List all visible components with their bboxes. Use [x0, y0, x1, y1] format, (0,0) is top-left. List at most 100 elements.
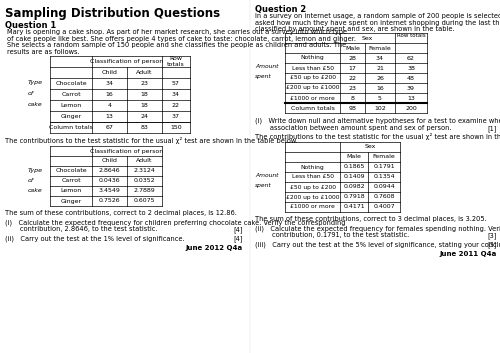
Text: 83: 83: [140, 125, 148, 130]
Text: Lemon: Lemon: [60, 103, 82, 108]
Text: 17: 17: [348, 66, 356, 71]
Text: Ginger: Ginger: [60, 114, 82, 119]
Text: The contributions to the test statistic for the usual χ² test are shown in the t: The contributions to the test statistic …: [5, 137, 298, 144]
Text: The sum of these contributions, correct to 3 decimal places, is 3.205.: The sum of these contributions, correct …: [255, 216, 487, 222]
Text: [3]: [3]: [488, 232, 497, 239]
Text: Chocolate: Chocolate: [55, 81, 87, 86]
Text: Child: Child: [102, 70, 117, 75]
Text: of: of: [28, 178, 34, 183]
Text: 28: 28: [348, 55, 356, 60]
Text: contribution, 0.1791, to the test statistic.: contribution, 0.1791, to the test statis…: [255, 232, 409, 238]
Text: 13: 13: [407, 96, 415, 101]
Text: Adult: Adult: [136, 158, 152, 163]
Text: Type: Type: [28, 168, 43, 173]
Text: totals: totals: [167, 62, 185, 67]
Text: 24: 24: [140, 114, 148, 119]
Text: Sex: Sex: [362, 36, 373, 41]
Text: 57: 57: [172, 81, 180, 86]
Text: Male: Male: [346, 155, 362, 160]
Text: Sex: Sex: [364, 144, 376, 150]
Text: Nothing: Nothing: [300, 164, 324, 169]
Text: 23: 23: [140, 81, 148, 86]
Text: Column totals: Column totals: [49, 125, 93, 130]
Text: Classification of person: Classification of person: [90, 59, 164, 64]
Text: Column totals: Column totals: [290, 106, 335, 110]
Text: 3.4549: 3.4549: [98, 189, 120, 193]
Text: In a survey on internet usage, a random sample of 200 people is selected.  The p: In a survey on internet usage, a random …: [255, 13, 500, 19]
Text: of: of: [28, 91, 34, 96]
Text: 18: 18: [140, 92, 148, 97]
Text: Carrot: Carrot: [61, 179, 81, 184]
Text: 26: 26: [376, 76, 384, 80]
Text: 0.0944: 0.0944: [373, 185, 395, 190]
Text: spent: spent: [255, 74, 272, 79]
Text: 39: 39: [407, 85, 415, 90]
Text: 34: 34: [106, 81, 114, 86]
Text: Chocolate: Chocolate: [55, 168, 87, 174]
Text: Amount: Amount: [255, 173, 278, 178]
Text: Female: Female: [372, 155, 396, 160]
Text: 0.0436: 0.0436: [98, 179, 120, 184]
Text: 150: 150: [170, 125, 182, 130]
Text: of cake people like best. She offers people 4 types of cake to taste: chocolate,: of cake people like best. She offers peo…: [7, 36, 356, 42]
Text: She selects a random sample of 150 people and she classifies the people as child: She selects a random sample of 150 peopl…: [7, 42, 346, 48]
Text: 48: 48: [407, 76, 415, 80]
Text: 34: 34: [172, 92, 180, 97]
Text: Lemon: Lemon: [60, 189, 82, 193]
Text: 38: 38: [407, 66, 415, 71]
Text: classified by amount spent and sex, are shown in the table.: classified by amount spent and sex, are …: [255, 26, 454, 32]
Text: 0.0352: 0.0352: [134, 179, 156, 184]
Text: 62: 62: [407, 55, 415, 60]
Text: 102: 102: [374, 106, 386, 110]
Text: Amount: Amount: [255, 64, 278, 69]
Text: 5: 5: [378, 96, 382, 101]
Text: 16: 16: [106, 92, 114, 97]
Text: June 2011 Q4a: June 2011 Q4a: [440, 251, 497, 257]
Text: Sampling Distribution Questions: Sampling Distribution Questions: [5, 7, 220, 20]
Text: (i)   Write down null and alternative hypotheses for a test to examine whether t: (i) Write down null and alternative hypo…: [255, 118, 500, 125]
Text: Less than £50: Less than £50: [292, 174, 334, 179]
Text: [1]: [1]: [488, 125, 497, 132]
Text: 8: 8: [350, 96, 354, 101]
Text: 0.1409: 0.1409: [343, 174, 365, 179]
Text: 0.4171: 0.4171: [343, 204, 365, 209]
Text: cake: cake: [28, 188, 43, 193]
Text: 2.3124: 2.3124: [134, 168, 156, 174]
Text: 18: 18: [140, 103, 148, 108]
Text: 0.1354: 0.1354: [373, 174, 395, 179]
Text: 13: 13: [106, 114, 114, 119]
Text: association between amount spent and sex of person.: association between amount spent and sex…: [255, 125, 452, 131]
Text: 2.7889: 2.7889: [134, 189, 156, 193]
Text: Row: Row: [170, 56, 182, 61]
Text: Male: Male: [345, 46, 360, 50]
Text: Carrot: Carrot: [61, 92, 81, 97]
Text: 0.1865: 0.1865: [344, 164, 364, 169]
Text: 0.0982: 0.0982: [343, 185, 365, 190]
Text: £50 up to £200: £50 up to £200: [290, 185, 336, 190]
Text: Type: Type: [28, 80, 43, 85]
Text: [4]: [4]: [234, 226, 243, 233]
Text: £200 up to £1000: £200 up to £1000: [286, 85, 339, 90]
Text: £1000 or more: £1000 or more: [290, 96, 335, 101]
Text: June 2012 Q4a: June 2012 Q4a: [186, 245, 243, 251]
Text: Question 2: Question 2: [255, 5, 306, 14]
Text: 0.7918: 0.7918: [343, 195, 365, 199]
Text: [4]: [4]: [234, 235, 243, 242]
Text: 200: 200: [405, 106, 417, 110]
Text: Nothing: Nothing: [300, 55, 324, 60]
Text: 0.7608: 0.7608: [373, 195, 395, 199]
Text: Question 1: Question 1: [5, 21, 56, 30]
Text: 2.8646: 2.8646: [98, 168, 120, 174]
Text: Female: Female: [368, 46, 392, 50]
Text: results are as follows.: results are as follows.: [7, 48, 80, 54]
Text: [3]: [3]: [488, 241, 497, 248]
Text: Ginger: Ginger: [60, 198, 82, 203]
Text: cake: cake: [28, 102, 43, 107]
Text: The sum of these contributions, correct to 2 decimal places, is 12.86.: The sum of these contributions, correct …: [5, 210, 237, 216]
Text: £1000 or more: £1000 or more: [290, 204, 335, 209]
Text: asked how much they have spent on internet shopping during the last three months: asked how much they have spent on intern…: [255, 19, 500, 25]
Text: 22: 22: [348, 76, 356, 80]
Text: (ii)   Carry out the test at the 1% level of significance.: (ii) Carry out the test at the 1% level …: [5, 235, 184, 241]
Text: 0.7526: 0.7526: [98, 198, 120, 203]
Text: contribution, 2.8646, to the test statistic.: contribution, 2.8646, to the test statis…: [5, 226, 158, 232]
